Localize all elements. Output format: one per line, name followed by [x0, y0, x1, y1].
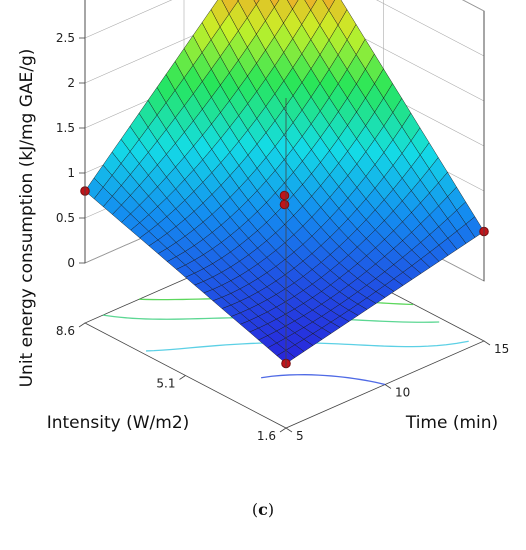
z-tick-label: 1.5 [56, 121, 75, 135]
z-tick-label: 0.5 [56, 211, 75, 225]
z-axis-title: Unit energy consumption (kJ/mg GAE/g) [17, 49, 37, 388]
surface-cell [253, 0, 260, 5]
y-tick-label: 15 [494, 342, 509, 356]
z-tick-label: 2 [67, 76, 75, 90]
y-tick-mark [483, 340, 491, 346]
wall-gridline [84, 0, 485, 57]
x-tick-label: 8.6 [56, 324, 75, 338]
y-tick-mark [384, 384, 392, 389]
z-tick-label: 0 [67, 256, 75, 270]
y-axis-title: Time (min) [405, 413, 498, 433]
design-point [279, 199, 290, 210]
figure-caption: (c) [251, 500, 275, 519]
surface-cell [270, 0, 280, 8]
response-surface [84, 0, 485, 364]
wall-gridline [84, 0, 485, 102]
z-tick-label: 1 [67, 166, 75, 180]
y-axis-ticks: 5 10 15 [285, 340, 509, 443]
z-tick-label: 2.5 [56, 31, 75, 45]
design-point [279, 190, 290, 201]
y-tick-label: 5 [296, 429, 304, 443]
x-tick-label: 1.6 [257, 429, 276, 443]
x-tick-mark [78, 322, 86, 328]
y-tick-label: 10 [395, 386, 410, 400]
y-tick-mark [285, 427, 293, 433]
caption-letter: c [258, 500, 268, 519]
z-axis-ticks: 00.511.522.53 [56, 31, 85, 270]
x-axis-ticks: 1.6 5.1 8.6 [56, 322, 287, 443]
x-axis-title: Intensity (W/m2) [47, 413, 190, 433]
x-tick-mark [279, 427, 287, 433]
contour-line [261, 374, 386, 386]
surface-cell [286, 0, 299, 10]
x-tick-mark [179, 375, 186, 380]
x-tick-label: 5.1 [156, 377, 175, 391]
